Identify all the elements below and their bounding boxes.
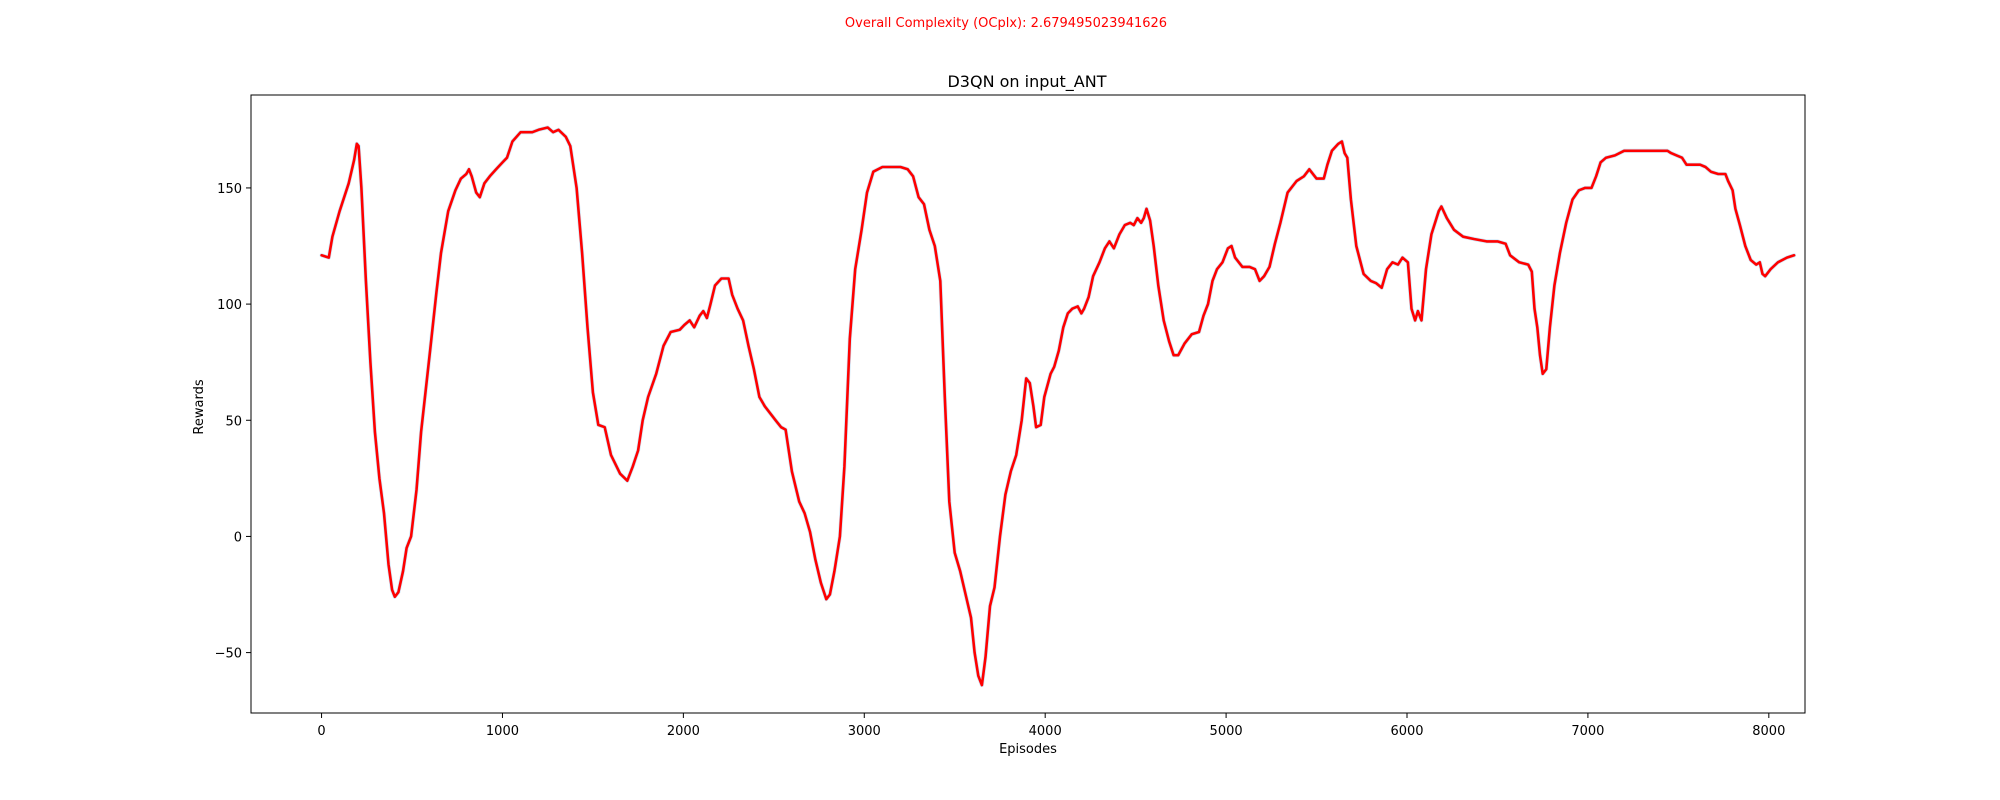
y-axis-label: Rewards: [192, 379, 207, 434]
x-tick-label: 8000: [1752, 724, 1785, 739]
plot-frame: [250, 94, 1806, 714]
series-variance-band: [319, 125, 1797, 688]
y-tick-label: 0: [234, 530, 242, 545]
x-tick-label: 5000: [1210, 724, 1243, 739]
chart-title: D3QN on input_ANT: [947, 72, 1106, 92]
x-tick-label: 1000: [486, 724, 519, 739]
x-tick-label: 0: [317, 724, 325, 739]
x-tick-label: 2000: [667, 724, 700, 739]
y-tick-label: 50: [225, 414, 242, 429]
x-axis-label: Episodes: [999, 742, 1057, 757]
y-tick-label: −50: [215, 647, 242, 662]
series-line: [320, 126, 1796, 687]
y-tick-label: 100: [217, 298, 242, 313]
x-axis: 0 1000 2000 3000 4000 5000 6000 7000 8000: [317, 713, 1785, 739]
plot-area: [319, 125, 1797, 688]
y-axis: −50 0 50 100 150: [215, 182, 251, 662]
y-tick-label: 150: [217, 182, 242, 197]
x-tick-label: 7000: [1571, 724, 1604, 739]
x-tick-label: 6000: [1390, 724, 1423, 739]
x-tick-label: 4000: [1029, 724, 1062, 739]
x-tick-label: 3000: [848, 724, 881, 739]
chart-suptitle: Overall Complexity (OCplx): 2.6794950239…: [845, 16, 1167, 31]
